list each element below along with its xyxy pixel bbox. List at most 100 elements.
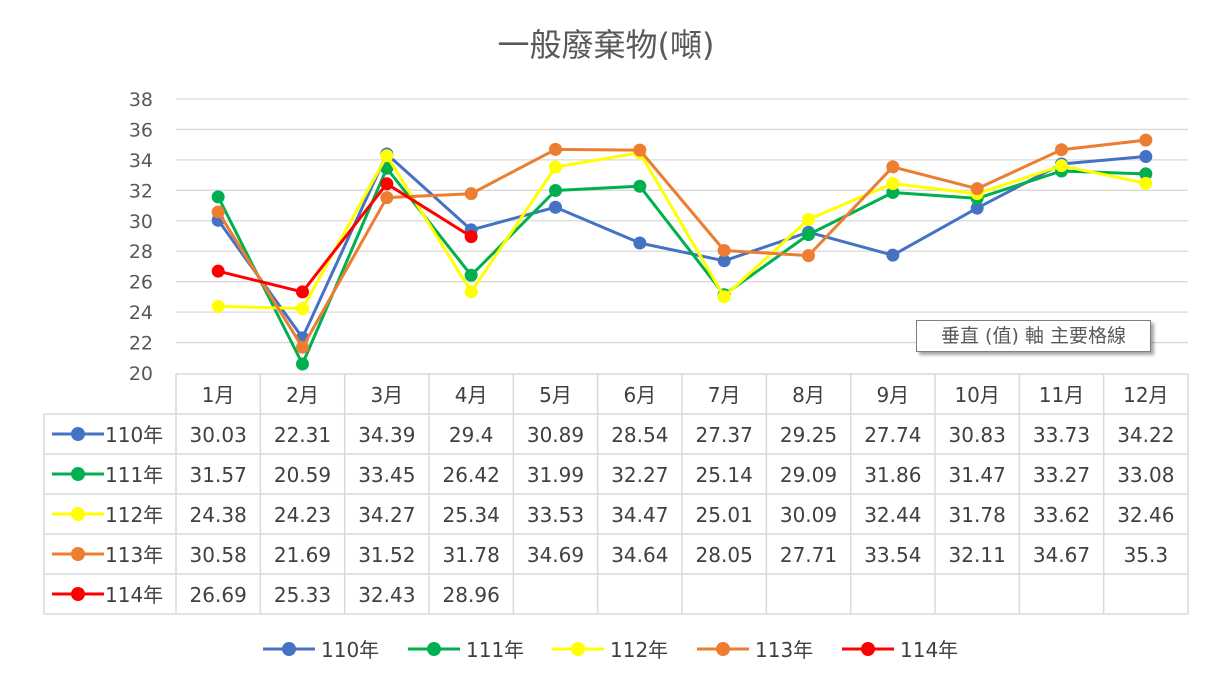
table-cell-2-0: 24.38 [190,503,247,527]
table-key-marker-2 [71,507,85,521]
data-point-3-2 [380,191,394,205]
data-point-3-11 [1139,133,1153,147]
y-tick-label-24: 24 [129,302,153,324]
table-cell-3-11: 35.3 [1124,543,1169,567]
data-point-1-0 [211,190,225,204]
y-tick-label-32: 32 [129,180,153,202]
y-tick-label-26: 26 [129,272,153,294]
table-cell-4-0: 26.69 [190,583,247,607]
table-cell-2-10: 33.62 [1033,503,1090,527]
category-label-11: 11月 [1039,383,1084,407]
table-cell-0-5: 28.54 [611,423,668,447]
legend-label-3: 113年 [755,638,813,662]
table-cell-2-9: 31.78 [949,503,1006,527]
data-point-2-6 [717,290,731,304]
data-point-1-4 [549,183,562,197]
data-point-0-5 [633,236,647,250]
table-cell-2-6: 25.01 [696,503,753,527]
table-cell-0-7: 29.25 [780,423,837,447]
gridline-tooltip: 垂直 (值) 軸 主要格線 [916,320,1151,352]
table-cell-3-5: 34.64 [611,543,668,567]
table-series-name-0: 110年 [105,423,163,447]
table-key-marker-0 [71,427,85,441]
data-point-0-8 [886,248,900,262]
table-cell-3-10: 34.67 [1033,543,1090,567]
table-cell-2-2: 34.27 [358,503,415,527]
data-point-1-3 [464,268,478,282]
data-point-0-6 [717,254,731,268]
y-tick-label-22: 22 [129,333,153,355]
table-cell-4-2: 32.43 [358,583,415,607]
table-key-marker-4 [71,587,85,601]
table-cell-0-9: 30.83 [949,423,1006,447]
table-cell-4-1: 25.33 [274,583,331,607]
category-label-6: 6月 [623,383,656,407]
table-cell-1-11: 33.08 [1117,463,1174,487]
table-cell-4-3: 28.96 [443,583,500,607]
table-cell-3-2: 31.52 [358,543,415,567]
data-point-3-7 [802,249,815,263]
table-cell-1-7: 29.09 [780,463,837,487]
data-point-3-5 [633,143,647,157]
table-cell-0-2: 34.39 [358,423,415,447]
data-point-3-4 [549,142,562,156]
data-point-1-2 [380,161,394,175]
table-cell-3-7: 27.71 [780,543,837,567]
legend-marker-0 [282,642,296,656]
table-series-name-4: 114年 [105,583,163,607]
data-point-1-11 [1139,167,1153,181]
data-point-3-0 [211,205,225,219]
table-cell-2-8: 32.44 [864,503,921,527]
table-cell-0-4: 30.89 [527,423,584,447]
table-cell-0-10: 33.73 [1033,423,1090,447]
y-tick-label-28: 28 [129,241,153,263]
category-label-4: 4月 [455,383,488,407]
legend-marker-3 [716,642,730,656]
series-line-0 [216,152,1146,340]
legend-marker-1 [427,642,441,656]
table-cell-1-10: 33.27 [1033,463,1090,487]
table-cell-1-0: 31.57 [190,463,247,487]
table-cell-2-1: 24.23 [274,503,331,527]
data-point-1-7 [802,228,815,242]
table-key-marker-3 [71,547,85,561]
table-cell-3-6: 28.05 [696,543,753,567]
data-point-0-4 [549,200,562,214]
data-point-2-4 [549,160,562,174]
table-key-marker-1 [71,467,85,481]
table-cell-0-1: 22.31 [274,423,331,447]
table-cell-0-11: 34.22 [1117,423,1174,447]
table-cell-1-1: 20.59 [274,463,331,487]
data-point-2-10 [1055,159,1068,173]
data-point-2-2 [380,149,394,163]
table-cell-1-8: 31.86 [864,463,921,487]
table-series-name-1: 111年 [105,463,163,487]
table-cell-1-9: 31.47 [949,463,1006,487]
data-point-1-1 [296,357,309,371]
category-label-7: 7月 [708,383,741,407]
category-label-10: 10月 [954,383,999,407]
table-cell-2-5: 34.47 [611,503,668,527]
table-cell-2-4: 33.53 [527,503,584,527]
series-line-2 [218,151,1147,311]
table-series-name-3: 113年 [105,543,163,567]
y-tick-label-38: 38 [129,89,153,111]
table-cell-2-7: 30.09 [780,503,837,527]
y-tick-label-20: 20 [129,363,153,385]
data-point-3-10 [1055,143,1068,157]
data-point-2-1 [296,302,309,316]
legend-label-0: 110年 [321,638,379,662]
data-point-1-5 [633,179,647,193]
category-label-8: 8月 [792,383,825,407]
table-cell-0-6: 27.37 [696,423,753,447]
category-label-12: 12月 [1123,383,1168,407]
data-point-2-0 [211,299,225,313]
legend-marker-4 [861,642,875,656]
data-point-4-1 [296,285,309,299]
category-label-5: 5月 [539,383,572,407]
data-point-3-8 [886,160,900,174]
table-cell-1-6: 25.14 [696,463,753,487]
table-cell-0-8: 27.74 [864,423,921,447]
series-line-4 [217,182,472,294]
